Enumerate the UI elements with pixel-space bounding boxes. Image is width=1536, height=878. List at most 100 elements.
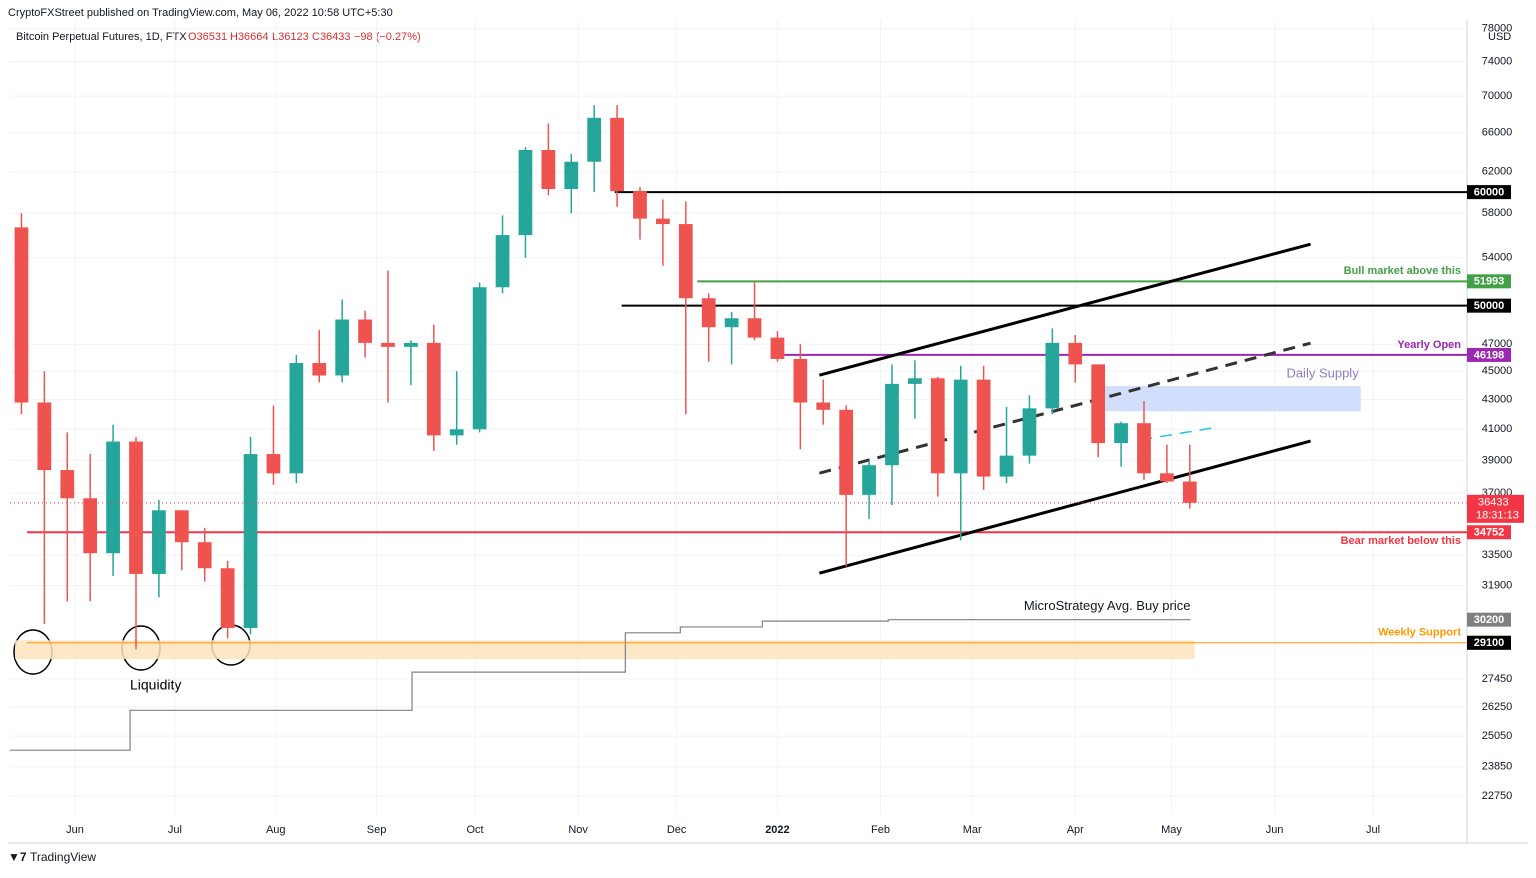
candle-body	[1045, 342, 1060, 409]
candle-body	[953, 379, 968, 474]
liquidity-label: Liquidity	[130, 677, 181, 693]
candle-body	[1114, 423, 1128, 444]
candle-body	[152, 510, 166, 574]
y-tick-label: 58000	[1482, 207, 1513, 219]
x-tick-label: Oct	[466, 824, 483, 836]
x-tick-label: Feb	[871, 824, 890, 836]
level-label: Yearly Open	[1397, 339, 1461, 351]
footer: TradingView	[30, 850, 96, 864]
y-tick-label: 47000	[1482, 338, 1513, 350]
candle-body	[426, 342, 441, 436]
candle-body	[701, 298, 716, 328]
price-badge	[1467, 635, 1511, 650]
y-tick-label: 39000	[1482, 454, 1513, 466]
candle-body	[14, 227, 29, 403]
symbol: Bitcoin Perpetual Futures, 1D, FTX	[16, 31, 187, 43]
zone	[15, 640, 1195, 660]
candle-body	[381, 342, 395, 347]
candle-body	[770, 337, 785, 359]
trendline	[818, 439, 1311, 575]
ohlc-high: H36664	[230, 31, 269, 43]
x-tick-label: Jul	[1366, 824, 1380, 836]
level-label: Bear market below this	[1341, 535, 1461, 547]
trendline	[818, 242, 1311, 377]
x-tick-label: Aug	[266, 824, 286, 836]
x-tick-label: Sep	[367, 824, 387, 836]
x-tick-label: Apr	[1067, 824, 1084, 836]
candle-body	[564, 161, 579, 190]
y-tick-label: 23850	[1482, 761, 1513, 773]
y-tick-label: 78000	[1482, 23, 1513, 35]
y-tick-label: 74000	[1482, 55, 1513, 67]
change: −98 (−0.27%)	[354, 31, 421, 43]
candle-body	[610, 117, 624, 192]
step-badge	[1467, 612, 1511, 627]
x-tick-label: Dec	[667, 824, 687, 836]
logo-mark: ▼7	[8, 850, 27, 864]
step-badge-label: 30200	[1474, 614, 1505, 626]
candle-body	[518, 149, 533, 236]
x-tick-label: Nov	[568, 824, 588, 836]
candle-body	[106, 441, 120, 554]
candle-body	[633, 191, 647, 219]
candle-body	[1182, 481, 1197, 503]
candle-body	[587, 117, 602, 162]
candle-body	[37, 402, 52, 471]
candle-body	[678, 224, 693, 299]
level-label: Weekly Support	[1378, 627, 1461, 639]
candle-body	[656, 218, 670, 225]
level-badge-label: 50000	[1474, 300, 1505, 312]
candle-body	[747, 318, 762, 338]
ohlc-low: L36123	[272, 31, 309, 43]
candle-body	[541, 149, 556, 190]
candle-body	[289, 363, 304, 474]
candle-body	[724, 318, 739, 328]
level-label: Bull market above this	[1344, 265, 1461, 277]
y-tick-label: 31900	[1482, 579, 1513, 591]
publisher: CryptoFXStreet published on TradingView.…	[8, 7, 393, 19]
candle-body	[83, 498, 98, 554]
candle-body	[862, 465, 876, 495]
candle-body	[1091, 364, 1106, 444]
candle-body	[976, 379, 991, 477]
level-badge	[1467, 525, 1511, 540]
y-tick-label: 43000	[1482, 394, 1513, 406]
candle-body	[495, 235, 510, 288]
candle-body	[1160, 473, 1174, 482]
ohlc-close: C36433	[312, 31, 351, 43]
level-badge	[1467, 298, 1511, 313]
candle-body	[312, 363, 327, 376]
trendline	[818, 341, 1311, 475]
trendline	[1140, 427, 1214, 441]
candle-body	[839, 409, 854, 495]
candle-body	[358, 319, 372, 343]
y-tick-label: 22750	[1482, 790, 1513, 802]
candle-body	[1068, 342, 1083, 365]
candle-body	[60, 470, 75, 499]
step-line	[10, 619, 1191, 751]
candle-body	[243, 454, 258, 628]
last-price-badge	[1467, 494, 1524, 523]
price-badge-label: 29100	[1474, 637, 1505, 649]
candle-body	[999, 455, 1014, 477]
x-tick-label: Jun	[1266, 824, 1284, 836]
y-tick-label: 62000	[1482, 166, 1513, 178]
step-line-label: MicroStrategy Avg. Buy price	[1024, 598, 1191, 613]
y-tick-label: 45000	[1482, 365, 1513, 377]
candle-body	[449, 429, 464, 436]
candle-body	[1137, 423, 1151, 474]
y-tick-label: 41000	[1482, 423, 1513, 435]
level-badge	[1467, 274, 1511, 289]
y-tick-label: 25050	[1482, 730, 1513, 742]
y-tick-label: 70000	[1482, 90, 1513, 102]
last-price-label: 36433	[1478, 497, 1509, 509]
candle-body	[885, 383, 899, 466]
candle-body	[908, 378, 922, 384]
x-tick-label: Jun	[66, 824, 84, 836]
ohlc-open: O36531	[188, 31, 227, 43]
level-badge-label: 51993	[1474, 276, 1505, 288]
level-badge-label: 46198	[1474, 349, 1505, 361]
